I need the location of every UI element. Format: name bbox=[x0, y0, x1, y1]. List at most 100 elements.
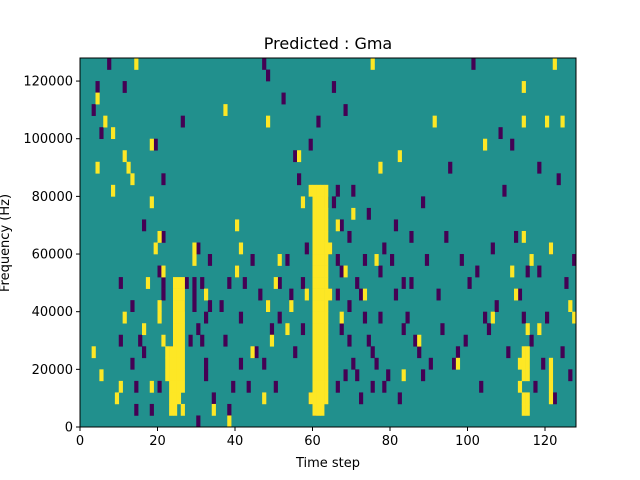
heatmap-cell-high bbox=[324, 242, 329, 255]
heatmap-cell-low bbox=[471, 58, 476, 70]
heatmap-cell-low bbox=[277, 311, 282, 324]
heatmap-cell-high bbox=[548, 357, 554, 370]
heatmap-cell-high bbox=[312, 184, 317, 197]
heatmap-cell-low bbox=[393, 288, 399, 301]
heatmap-cell-high bbox=[316, 277, 321, 289]
heatmap-cell-low bbox=[514, 230, 519, 243]
heatmap-cell-low bbox=[440, 323, 445, 336]
heatmap-cell-high bbox=[517, 357, 523, 370]
heatmap-cell-high bbox=[316, 230, 321, 243]
heatmap-cell-low bbox=[142, 346, 147, 359]
heatmap-cell-low bbox=[161, 288, 166, 301]
heatmap-cell-low bbox=[390, 254, 395, 266]
heatmap-cell-high bbox=[173, 357, 178, 370]
heatmap-cell-low bbox=[347, 334, 352, 347]
heatmap-cell-low bbox=[335, 288, 340, 301]
heatmap-cell-high bbox=[173, 380, 178, 393]
heatmap-cell-high bbox=[324, 300, 329, 312]
heatmap-cell-low bbox=[533, 380, 538, 393]
heatmap-cell-high bbox=[560, 115, 565, 128]
heatmap-cell-high bbox=[521, 346, 526, 359]
y-tick-label: 80000 bbox=[32, 190, 73, 205]
heatmap-cell-high bbox=[142, 323, 147, 336]
heatmap-cell-low bbox=[359, 288, 364, 301]
y-axis: 0 20000 40000 60000 80000 100000 120000 bbox=[23, 75, 80, 436]
heatmap-cell-high bbox=[320, 300, 325, 312]
heatmap-cell-low bbox=[339, 219, 344, 232]
y-tick-label: 40000 bbox=[32, 305, 73, 320]
y-tick-label: 20000 bbox=[32, 363, 73, 378]
heatmap-cell-high bbox=[297, 150, 302, 163]
heatmap-cell-high bbox=[312, 311, 317, 324]
heatmap-cell-high bbox=[525, 403, 530, 416]
heatmap-cell-high bbox=[548, 380, 554, 393]
heatmap-cell-high bbox=[324, 277, 329, 289]
heatmap-cell-low bbox=[246, 380, 251, 393]
heatmap-cell-high bbox=[157, 300, 162, 312]
heatmap-cell-high bbox=[320, 242, 325, 255]
heatmap-cell-high bbox=[548, 392, 554, 405]
heatmap-cell-high bbox=[308, 184, 313, 197]
heatmap-cell-low bbox=[370, 346, 375, 359]
heatmap-cell-low bbox=[207, 300, 213, 312]
heatmap-cell-high bbox=[176, 323, 182, 336]
heatmap-cell-high bbox=[180, 288, 185, 301]
heatmap-cell-high bbox=[324, 334, 329, 347]
heatmap-cell-high bbox=[149, 138, 154, 151]
heatmap-cell-low bbox=[498, 127, 503, 140]
heatmap-cell-low bbox=[343, 369, 348, 382]
heatmap-cell-high bbox=[157, 311, 162, 324]
heatmap-cell-high bbox=[510, 265, 515, 278]
heatmap-cell-low bbox=[475, 265, 480, 278]
heatmap-cell-high bbox=[316, 265, 321, 278]
heatmap-cell-low bbox=[196, 415, 201, 428]
heatmap-cell-low bbox=[204, 311, 209, 324]
heatmap-cell-low bbox=[339, 265, 344, 278]
heatmap-cell-high bbox=[180, 380, 185, 393]
heatmap-cell-low bbox=[242, 277, 247, 289]
heatmap-cell-low bbox=[192, 277, 197, 289]
heatmap-cell-low bbox=[223, 334, 228, 347]
heatmap-cell-high bbox=[169, 357, 174, 370]
heatmap-cell-low bbox=[281, 92, 286, 105]
heatmap-cell-high bbox=[320, 346, 325, 359]
heatmap-cell-high bbox=[312, 254, 317, 266]
heatmap-cell-high bbox=[169, 380, 174, 393]
heatmap-cell-high bbox=[316, 357, 321, 370]
heatmap-cell-high bbox=[304, 288, 309, 301]
heatmap-cell-high bbox=[173, 334, 178, 347]
heatmap-cell-low bbox=[455, 346, 461, 359]
heatmap-cell-high bbox=[312, 380, 317, 393]
heatmap-cell-low bbox=[250, 254, 255, 266]
heatmap-cell-high bbox=[370, 58, 375, 70]
heatmap-cell-low bbox=[409, 277, 414, 289]
heatmap-cell-low bbox=[91, 104, 96, 116]
heatmap-cell-low bbox=[149, 403, 154, 416]
heatmap-cell-high bbox=[320, 369, 325, 382]
heatmap-cell-low bbox=[297, 173, 302, 186]
heatmap-cell-high bbox=[176, 346, 182, 359]
heatmap-cell-low bbox=[409, 230, 414, 243]
heatmap-cell-low bbox=[153, 138, 158, 151]
heatmap-cell-low bbox=[362, 254, 368, 266]
heatmap-cell-high bbox=[529, 254, 534, 266]
heatmap-cell-high bbox=[114, 392, 120, 405]
heatmap-cell-high bbox=[312, 219, 317, 232]
heatmap-cell-low bbox=[335, 254, 340, 266]
heatmap-cell-low bbox=[227, 403, 232, 416]
heatmap-cell-low bbox=[428, 357, 433, 370]
heatmap-cell-high bbox=[312, 207, 317, 220]
heatmap-cell-low bbox=[537, 265, 542, 278]
heatmap-cell-low bbox=[374, 357, 379, 370]
heatmap-cell-high bbox=[308, 392, 313, 405]
heatmap-cell-high bbox=[173, 288, 178, 301]
heatmap-cell-low bbox=[436, 288, 441, 301]
heatmap-cell-low bbox=[564, 277, 569, 289]
heatmap-cell-high bbox=[176, 300, 182, 312]
heatmap-cell-low bbox=[359, 392, 364, 405]
heatmap-cell-high bbox=[180, 311, 185, 324]
heatmap-cell-high bbox=[176, 288, 182, 301]
heatmap-cell-low bbox=[397, 392, 402, 405]
plot-frame bbox=[79, 57, 577, 428]
